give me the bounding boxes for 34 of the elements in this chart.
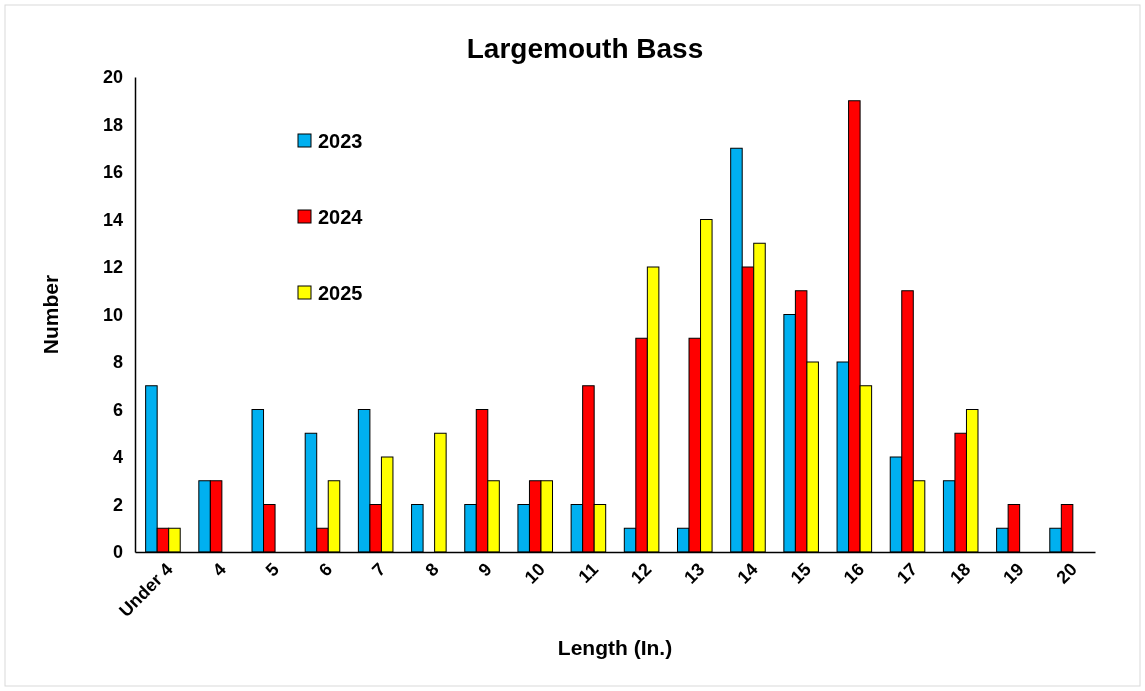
y-tick-label: 14 (102, 209, 123, 230)
x-tick-label: 7 (368, 559, 390, 581)
legend-label: 2024 (318, 206, 364, 228)
x-tick-label: 12 (627, 559, 656, 588)
x-tick-label: 9 (474, 559, 496, 581)
y-tick-label: 6 (112, 399, 123, 420)
x-tick-label: 16 (839, 559, 869, 588)
y-tick-label: 0 (112, 542, 123, 563)
x-tick-label: 17 (892, 559, 922, 588)
y-tick-label: 16 (102, 162, 123, 183)
x-tick-label: 15 (786, 559, 815, 588)
x-tick-label: 4 (208, 559, 230, 581)
x-tick-label: 19 (999, 559, 1028, 588)
x-tick-label: 14 (733, 559, 762, 588)
y-axis-title: Number (39, 274, 62, 355)
x-tick-label: 11 (574, 559, 603, 587)
x-tick-label: 10 (520, 559, 549, 588)
x-tick-label: 8 (421, 559, 443, 581)
legend-label: 2023 (318, 130, 363, 152)
y-tick-label: 4 (112, 447, 123, 468)
x-axis-title: Length (In.) (557, 636, 673, 659)
x-tick-label: 5 (261, 559, 284, 581)
legend-label: 2025 (318, 282, 363, 304)
x-tick-label: 20 (1052, 559, 1081, 588)
x-tick-label: 6 (314, 559, 337, 581)
x-tick-label: 13 (680, 559, 709, 588)
y-tick-label: 12 (102, 257, 123, 278)
chart-title: Largemouth Bass (466, 33, 704, 64)
y-tick-label: 10 (102, 304, 123, 325)
y-tick-label: 8 (112, 352, 123, 373)
x-tick-label: 18 (946, 559, 975, 588)
y-tick-label: 18 (102, 114, 123, 135)
y-tick-label: 2 (112, 494, 123, 515)
y-tick-label: 20 (102, 67, 123, 88)
